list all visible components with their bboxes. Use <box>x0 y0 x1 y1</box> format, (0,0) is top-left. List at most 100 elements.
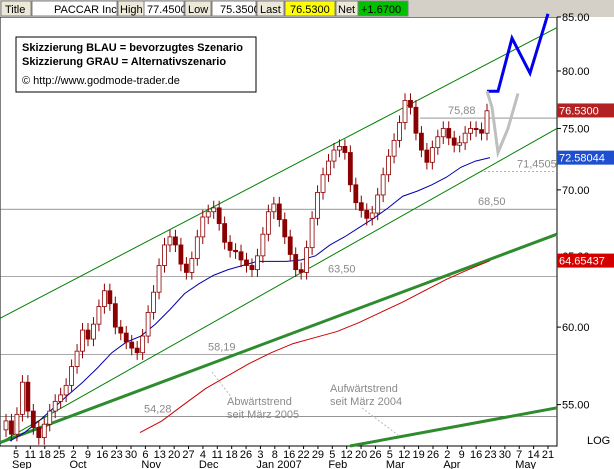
x-month-label: Dec <box>199 459 219 469</box>
candle-body <box>80 329 85 352</box>
candle-body <box>167 236 173 246</box>
candle-body <box>41 423 47 438</box>
candle-body <box>484 110 490 134</box>
scenario-sketches <box>485 13 550 159</box>
candle-body <box>9 420 14 435</box>
x-day-label: 8 <box>272 449 278 461</box>
x-day-label: 11 <box>212 449 223 461</box>
y-tick-label: 75.00 <box>562 123 590 135</box>
x-day-label: 26 <box>427 449 439 461</box>
x-day-label: 16 <box>470 449 482 461</box>
candle-body <box>107 290 113 305</box>
scenario-blue-path <box>487 13 550 93</box>
x-day-label: 5 <box>387 449 393 461</box>
x-day-label: 13 <box>154 449 166 461</box>
candle-body <box>69 366 74 386</box>
candle-body <box>380 174 386 196</box>
candle-body <box>200 216 206 238</box>
x-day-label: 30 <box>499 449 511 461</box>
quote-header: Title PACCAR Inc. High 77.4500 Low 75.35… <box>0 0 614 17</box>
candle-body <box>205 211 211 218</box>
x-month-label: Feb <box>328 459 347 469</box>
candle-body <box>227 241 233 251</box>
candle-body <box>112 303 118 328</box>
candle-body <box>134 347 140 354</box>
uptrend-2004-line <box>349 406 558 448</box>
x-day-label: 5 <box>13 449 19 461</box>
candle-body <box>479 129 484 134</box>
candle-body <box>457 142 463 146</box>
candle-body <box>309 217 315 249</box>
last-price-badge: 76.5300 <box>559 105 599 117</box>
y-tick-label: 55.00 <box>562 400 590 412</box>
candle-body <box>173 236 178 246</box>
candle-body <box>298 269 304 273</box>
x-month-label: Mar <box>386 459 405 469</box>
x-day-label: 20 <box>168 449 180 461</box>
candle-body <box>391 139 397 157</box>
x-day-label: 3 <box>257 449 263 461</box>
candle-body <box>440 128 446 138</box>
legend-line-blue: Skizzierung BLAU = bevorzugtes Szenario <box>22 42 243 54</box>
high-value: 77.4500 <box>147 4 187 16</box>
level-label: 58,19 <box>208 341 236 353</box>
y-tick-label: 70.00 <box>562 185 590 197</box>
x-day-label: 23 <box>484 449 496 461</box>
candle-body <box>233 249 238 253</box>
x-day-label: 9 <box>85 449 91 461</box>
x-day-label: 12 <box>341 449 353 461</box>
candle-body <box>123 332 129 343</box>
high-label: High <box>120 4 143 16</box>
x-day-label: 23 <box>111 449 123 461</box>
candle-body <box>118 326 124 334</box>
x-day-label: 7 <box>516 449 522 461</box>
title-tab[interactable] <box>0 0 32 17</box>
x-day-label: 26 <box>369 449 381 461</box>
candle-body <box>342 146 348 153</box>
candle-body <box>468 128 474 134</box>
uptrend-annotation: Aufwärtstrend seit März 2004 <box>330 383 402 408</box>
candle-body <box>151 291 156 313</box>
x-day-label: 20 <box>355 449 367 461</box>
ma-fast-badge-bg <box>557 150 614 165</box>
legend-line-grey: Skizzierung GRAU = Alternativszenario <box>22 56 226 68</box>
downtrend-line1: Abwärtstrend <box>227 396 292 408</box>
candle-body <box>304 247 310 273</box>
downtrend-annotation: Abwärtstrend seit März 2005 <box>227 396 299 421</box>
candle-body <box>402 99 408 123</box>
low-label: Low <box>188 4 208 16</box>
x-month-label: Jan 2007 <box>256 459 301 469</box>
x-day-label: 2 <box>444 449 450 461</box>
candle-body <box>96 306 102 325</box>
candle-body <box>47 410 53 425</box>
candle-body <box>375 194 381 214</box>
x-day-label: 12 <box>398 449 410 461</box>
candle-body <box>249 265 255 271</box>
candle-body <box>52 400 58 412</box>
candle-body <box>364 210 370 219</box>
ma-slow-badge: 64.65437 <box>559 256 605 268</box>
level-label: 54,28 <box>144 403 172 415</box>
channel-upper-line <box>0 27 558 319</box>
trend-lines <box>0 27 558 448</box>
x-axis: 5 11 18 25 2 9 16 23 30 6 13 20 27 4 11 18 26 3 8 16 22 29 5 12… <box>12 446 554 469</box>
x-day-label: 26 <box>240 449 252 461</box>
candle-body <box>74 350 80 367</box>
level-label: 71,4505 <box>517 159 557 171</box>
candle-body <box>238 251 244 261</box>
candle-body <box>260 233 266 257</box>
uptrend-line1: Aufwärtstrend <box>330 383 398 395</box>
candle-body <box>30 410 36 428</box>
y-tick-label: 85.00 <box>562 12 590 24</box>
price-badges: 76.5300 72.58044 64.65437 <box>557 103 614 268</box>
level-label: 75,88 <box>448 105 476 117</box>
x-month-label: Apr <box>443 459 460 469</box>
x-day-label: 29 <box>312 449 324 461</box>
candle-body <box>424 149 430 163</box>
candle-body <box>156 265 162 293</box>
candle-body <box>271 203 277 213</box>
y-tick-label: 80.00 <box>562 66 590 78</box>
candle-body <box>178 244 184 265</box>
candle-body <box>91 323 96 340</box>
candle-body <box>58 394 64 402</box>
